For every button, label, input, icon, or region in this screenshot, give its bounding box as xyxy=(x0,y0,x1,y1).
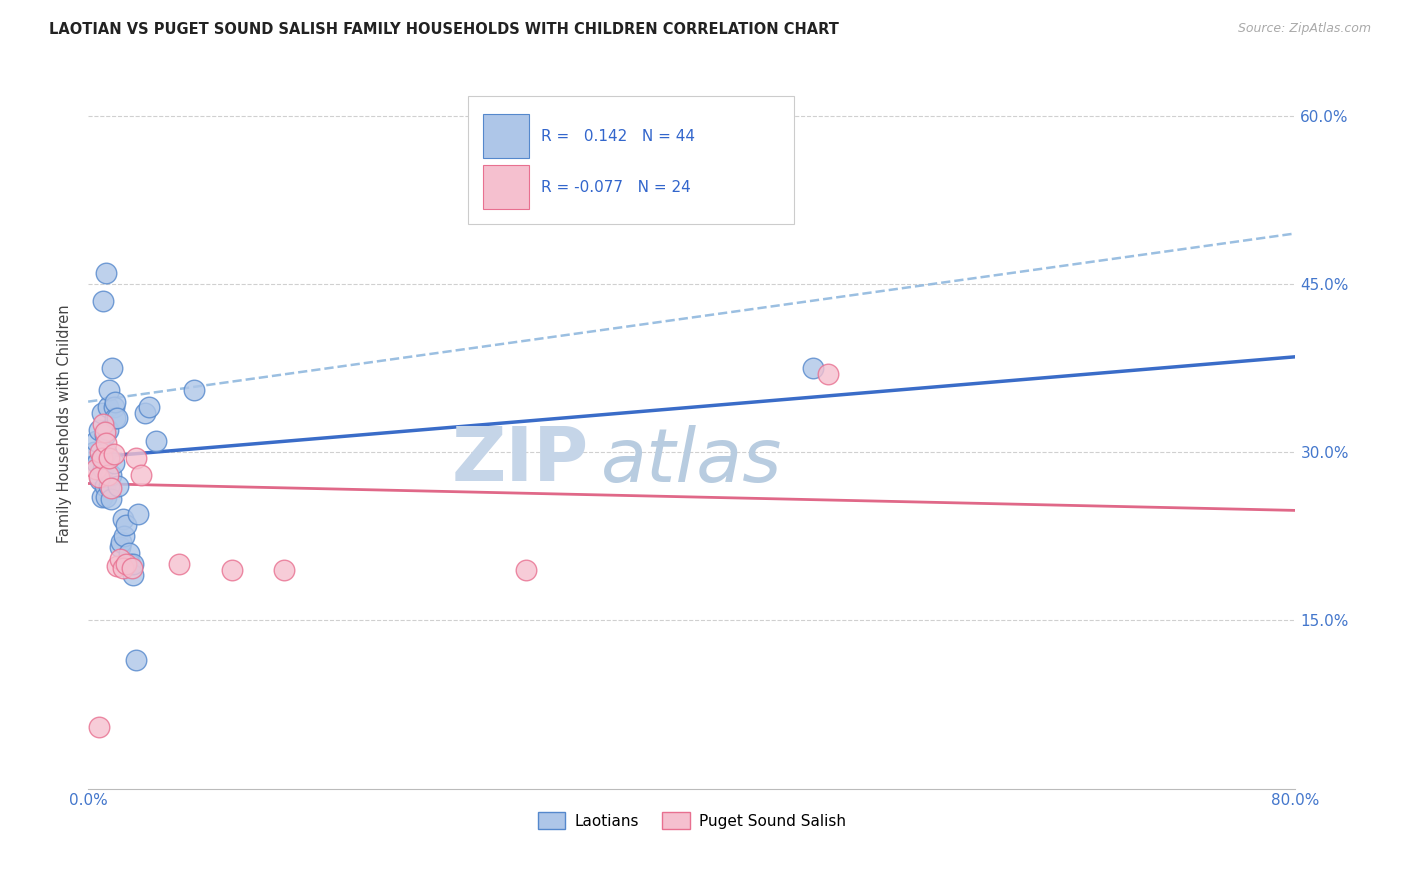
Point xyxy=(104,411,127,425)
Legend: Laotians, Puget Sound Salish: Laotians, Puget Sound Salish xyxy=(531,805,852,836)
Point xyxy=(91,462,114,476)
Point xyxy=(515,563,537,577)
Point xyxy=(87,423,110,437)
Text: atlas: atlas xyxy=(602,425,783,497)
Point xyxy=(127,507,149,521)
Text: Source: ZipAtlas.com: Source: ZipAtlas.com xyxy=(1237,22,1371,36)
Point xyxy=(97,401,120,415)
Point xyxy=(98,479,121,493)
Point xyxy=(817,367,839,381)
Point xyxy=(98,384,121,398)
Point xyxy=(87,720,110,734)
Point xyxy=(97,467,120,482)
Point xyxy=(94,425,117,439)
Point xyxy=(112,529,135,543)
Point xyxy=(94,479,117,493)
Point xyxy=(273,563,295,577)
Text: R = -0.077   N = 24: R = -0.077 N = 24 xyxy=(541,179,690,194)
FancyBboxPatch shape xyxy=(482,165,529,209)
Point xyxy=(105,411,128,425)
Point xyxy=(84,462,107,476)
Point xyxy=(129,467,152,482)
Text: ZIP: ZIP xyxy=(451,424,589,497)
Point xyxy=(103,447,125,461)
Point xyxy=(90,406,112,420)
Point xyxy=(115,558,138,572)
FancyBboxPatch shape xyxy=(468,96,794,224)
Text: LAOTIAN VS PUGET SOUND SALISH FAMILY HOUSEHOLDS WITH CHILDREN CORRELATION CHART: LAOTIAN VS PUGET SOUND SALISH FAMILY HOU… xyxy=(49,22,839,37)
Point xyxy=(103,401,125,415)
Point xyxy=(183,384,205,398)
Point xyxy=(115,518,138,533)
Point xyxy=(90,490,112,504)
Text: R =   0.142   N = 44: R = 0.142 N = 44 xyxy=(541,128,695,144)
Point xyxy=(108,541,131,555)
Point xyxy=(89,445,111,459)
Point xyxy=(100,481,122,495)
FancyBboxPatch shape xyxy=(482,114,529,158)
Point xyxy=(90,450,112,465)
Point xyxy=(121,560,143,574)
Point xyxy=(125,450,148,465)
Point xyxy=(96,445,118,459)
Point xyxy=(91,417,114,431)
Point xyxy=(107,479,129,493)
Point xyxy=(105,559,128,574)
Point xyxy=(91,450,114,465)
Point xyxy=(111,560,134,574)
Point xyxy=(96,490,118,504)
Point xyxy=(86,456,108,470)
Point xyxy=(120,558,142,572)
Point xyxy=(110,534,132,549)
Point xyxy=(100,467,122,482)
Point xyxy=(138,401,160,415)
Point xyxy=(118,546,141,560)
Point xyxy=(104,394,127,409)
Point xyxy=(108,551,131,566)
Point xyxy=(87,469,110,483)
Point xyxy=(91,293,114,308)
Point xyxy=(111,512,134,526)
Point xyxy=(122,568,145,582)
Point xyxy=(125,652,148,666)
Point xyxy=(167,558,190,572)
Point xyxy=(96,436,118,450)
Point xyxy=(94,428,117,442)
Point xyxy=(97,423,120,437)
Point xyxy=(122,558,145,572)
Point xyxy=(98,450,121,465)
Point xyxy=(134,406,156,420)
Point xyxy=(83,445,105,459)
Point xyxy=(101,361,124,376)
Point xyxy=(96,266,118,280)
Point xyxy=(801,361,824,376)
Point xyxy=(89,473,111,487)
Point xyxy=(145,434,167,448)
Point xyxy=(103,456,125,470)
Point xyxy=(84,434,107,448)
Point xyxy=(100,492,122,507)
Y-axis label: Family Households with Children: Family Households with Children xyxy=(58,305,72,543)
Point xyxy=(221,563,243,577)
